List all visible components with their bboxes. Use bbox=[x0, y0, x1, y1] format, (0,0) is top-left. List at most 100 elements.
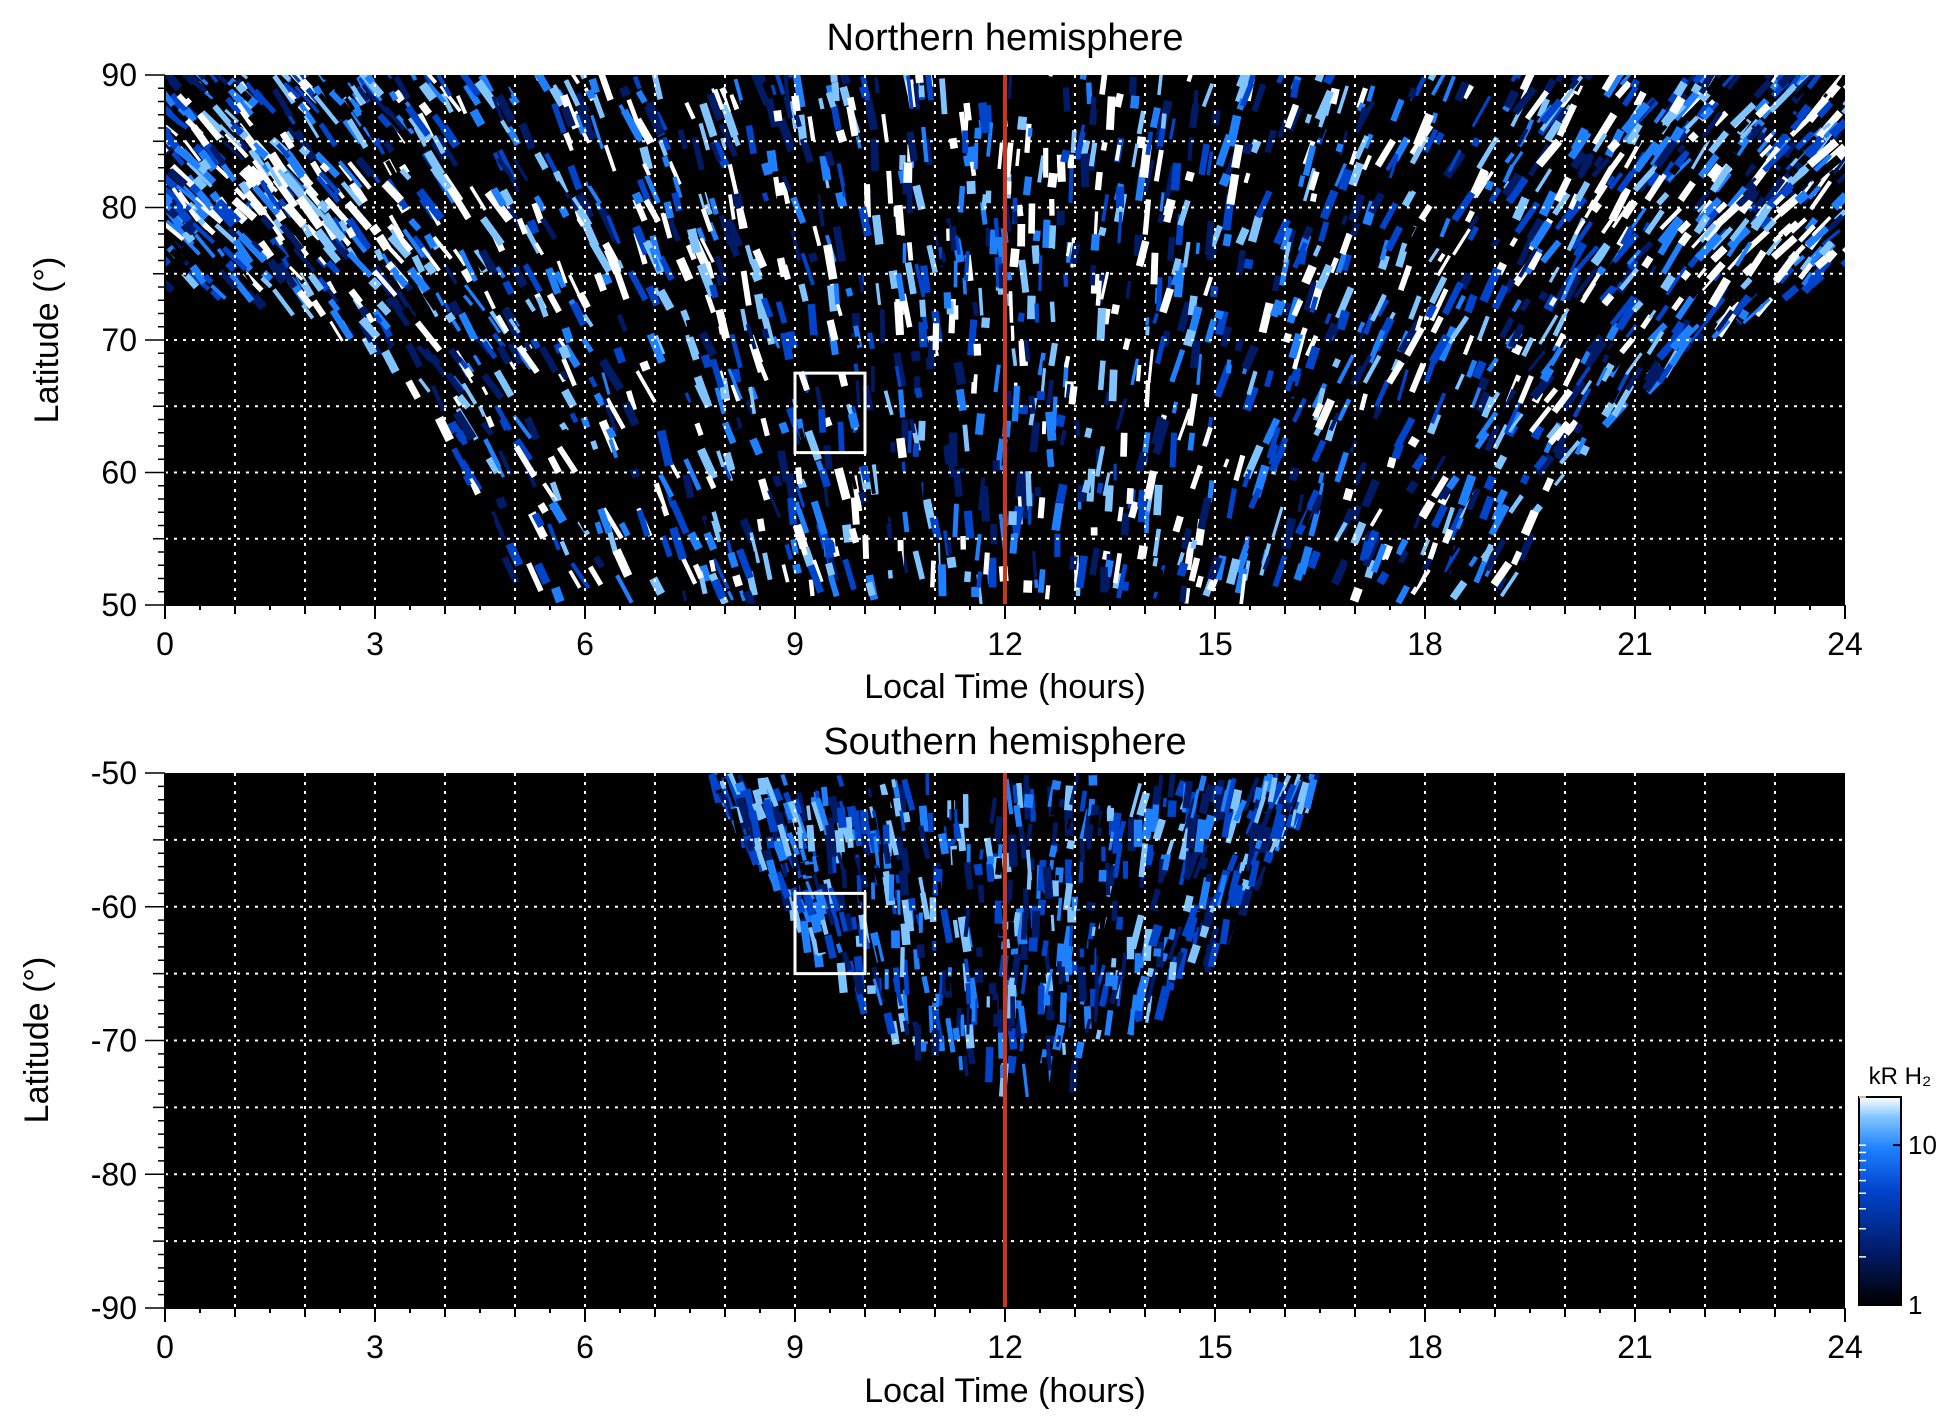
emission-streak bbox=[570, 75, 581, 85]
emission-streak bbox=[708, 773, 722, 791]
emission-streak bbox=[996, 236, 1006, 268]
emission-streak bbox=[1561, 75, 1584, 104]
emission-streak bbox=[1361, 478, 1380, 509]
emission-streak bbox=[1505, 176, 1529, 205]
emission-streak bbox=[962, 277, 967, 295]
emission-streak bbox=[208, 144, 227, 167]
emission-streak bbox=[197, 75, 207, 81]
emission-streak bbox=[605, 426, 617, 440]
emission-streak bbox=[1023, 888, 1029, 920]
emission-streak bbox=[1107, 131, 1116, 148]
emission-streak bbox=[1037, 155, 1046, 183]
emission-streak bbox=[253, 141, 266, 157]
emission-streak bbox=[966, 180, 976, 195]
emission-streak bbox=[1397, 264, 1413, 292]
emission-streak bbox=[1538, 190, 1558, 217]
emission-streak bbox=[1462, 334, 1475, 356]
emission-streak bbox=[1096, 307, 1106, 341]
emission-streak bbox=[423, 261, 437, 276]
emission-streak bbox=[1195, 242, 1201, 255]
emission-streak bbox=[1612, 242, 1635, 276]
emission-streak bbox=[1315, 263, 1334, 291]
emission-streak bbox=[1380, 559, 1392, 573]
emission-streak bbox=[1251, 83, 1267, 113]
emission-streak bbox=[1006, 1055, 1017, 1074]
emission-streak bbox=[591, 93, 606, 119]
emission-streak bbox=[841, 524, 853, 543]
emission-streak bbox=[1219, 918, 1231, 945]
emission-streak bbox=[1284, 375, 1295, 392]
emission-streak bbox=[821, 808, 828, 836]
emission-streak bbox=[422, 290, 440, 311]
colorbar-ticks: 101 bbox=[1859, 1096, 1937, 1320]
emission-streak bbox=[901, 778, 916, 812]
emission-streak bbox=[1700, 106, 1715, 121]
emission-streak bbox=[732, 574, 743, 588]
emission-streak bbox=[495, 496, 508, 510]
emission-streak bbox=[796, 792, 808, 823]
emission-streak bbox=[1646, 330, 1665, 356]
emission-streak bbox=[523, 341, 532, 351]
emission-streak bbox=[750, 75, 771, 107]
emission-streak bbox=[256, 240, 275, 260]
emission-streak bbox=[852, 903, 861, 915]
emission-streak bbox=[1647, 322, 1668, 344]
emission-streak bbox=[1177, 127, 1188, 144]
emission-streak bbox=[1696, 202, 1707, 213]
emission-streak bbox=[598, 207, 620, 242]
emission-streak bbox=[320, 75, 328, 80]
emission-streak bbox=[870, 138, 880, 172]
emission-streak bbox=[444, 311, 457, 324]
emission-streak bbox=[189, 263, 208, 285]
emission-streak bbox=[1085, 82, 1093, 105]
emission-streak bbox=[347, 161, 372, 190]
emission-streak bbox=[372, 269, 398, 298]
y-tick-label: 90 bbox=[101, 57, 137, 93]
emission-streak bbox=[974, 119, 983, 140]
emission-streak bbox=[1649, 136, 1674, 168]
emission-streak bbox=[858, 490, 869, 504]
emission-streak bbox=[435, 75, 453, 97]
emission-streak bbox=[1667, 157, 1692, 182]
emission-streak bbox=[1084, 427, 1093, 439]
emission-streak bbox=[784, 543, 794, 560]
emission-streak bbox=[797, 370, 810, 392]
emission-streak bbox=[895, 874, 900, 884]
emission-streak bbox=[413, 126, 427, 148]
emission-streak bbox=[1170, 270, 1180, 286]
emission-streak bbox=[1384, 503, 1401, 535]
emission-streak bbox=[883, 390, 894, 416]
emission-streak bbox=[842, 558, 857, 591]
emission-streak bbox=[1187, 432, 1196, 451]
emission-streak bbox=[1474, 431, 1490, 450]
emission-streak bbox=[685, 333, 700, 361]
emission-streak bbox=[1019, 1032, 1025, 1052]
emission-streak bbox=[1777, 112, 1799, 134]
emission-streak bbox=[1502, 172, 1523, 197]
emission-streak bbox=[334, 86, 348, 100]
emission-streak bbox=[781, 564, 790, 583]
emission-streak bbox=[210, 284, 227, 300]
emission-streak bbox=[1340, 438, 1347, 449]
emission-streak bbox=[299, 176, 319, 197]
emission-streak bbox=[902, 989, 909, 1025]
emission-streak bbox=[715, 290, 727, 309]
emission-streak bbox=[1004, 142, 1014, 177]
emission-streak bbox=[1069, 773, 1080, 806]
emission-streak bbox=[1536, 97, 1551, 118]
emission-streak bbox=[1145, 317, 1150, 326]
x-tick-label: 21 bbox=[1617, 626, 1653, 662]
emission-streak bbox=[1288, 466, 1300, 482]
emission-streak bbox=[1529, 220, 1552, 250]
emission-streak bbox=[1535, 138, 1563, 168]
emission-streak bbox=[1782, 220, 1799, 237]
emission-streak bbox=[919, 892, 931, 920]
highlight-box bbox=[793, 371, 867, 455]
emission-streak bbox=[1068, 167, 1074, 204]
emission-streak bbox=[1823, 91, 1834, 103]
emission-streak bbox=[675, 256, 694, 282]
emission-streak bbox=[1029, 421, 1041, 453]
emission-streak bbox=[1155, 875, 1171, 910]
emission-streak bbox=[1624, 366, 1644, 392]
emission-streak bbox=[910, 836, 917, 872]
